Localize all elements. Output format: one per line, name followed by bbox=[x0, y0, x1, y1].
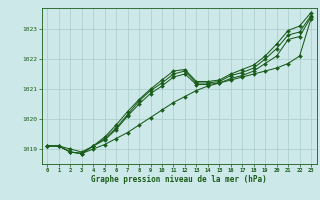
X-axis label: Graphe pression niveau de la mer (hPa): Graphe pression niveau de la mer (hPa) bbox=[91, 175, 267, 184]
